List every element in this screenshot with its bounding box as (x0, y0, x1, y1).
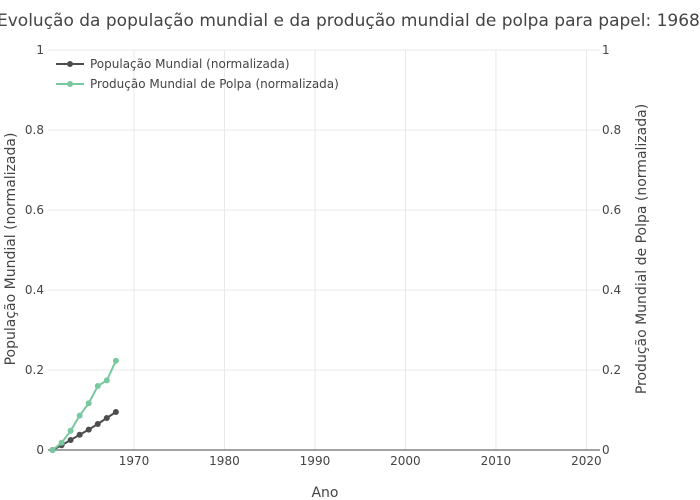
series-group (49, 357, 119, 453)
legend-swatch-marker (67, 81, 73, 87)
data-point (76, 412, 83, 419)
left-y-tick-label: 0 (36, 443, 44, 457)
data-point (112, 409, 119, 415)
data-point (94, 421, 101, 427)
left-y-axis-title: População Mundial (normalizada) (3, 133, 19, 366)
data-point (76, 431, 83, 438)
x-tick-label: 2020 (571, 454, 602, 468)
left-y-tick-label: 0.8 (25, 123, 44, 137)
right-y-tick-label: 0.2 (602, 363, 621, 377)
right-y-tick-label: 1 (602, 43, 610, 57)
data-point (85, 400, 92, 407)
x-tick-label: 1970 (119, 454, 150, 468)
series-line (51, 360, 117, 451)
x-axis-title: Ano (311, 485, 338, 500)
x-tick-label: 1990 (300, 454, 331, 468)
x-tick-label: 1980 (209, 454, 240, 468)
legend-item[interactable]: População Mundial (normalizada) (56, 57, 290, 71)
right-y-tick-label: 0.8 (602, 123, 621, 137)
data-point (112, 357, 119, 364)
right-y-tick-label: 0.6 (602, 203, 621, 217)
left-y-tick-label: 0.2 (25, 363, 44, 377)
data-point (58, 439, 65, 446)
data-point (67, 437, 74, 443)
series-layer (49, 357, 119, 453)
x-tick-labels: 1970 1980 1990 2000 2010 2020 (119, 454, 602, 468)
data-point (103, 377, 110, 384)
data-point (103, 415, 110, 421)
right-y-tick-label: 0 (602, 443, 610, 457)
left-y-tick-label: 0.6 (25, 203, 44, 217)
data-point (67, 427, 74, 434)
series-group (49, 409, 119, 453)
data-point (94, 383, 101, 389)
right-y-tick-labels: 0 0.2 0.4 0.6 0.8 1 (602, 43, 621, 457)
left-y-tick-label: 0.4 (25, 283, 44, 297)
legend-swatch-marker (67, 61, 73, 67)
x-tick-label: 2010 (481, 454, 512, 468)
x-tick-label: 2000 (390, 454, 421, 468)
legend-label: População Mundial (normalizada) (90, 57, 290, 71)
legend-item[interactable]: Produção Mundial de Polpa (normalizada) (56, 77, 339, 91)
legend-label: Produção Mundial de Polpa (normalizada) (90, 77, 339, 91)
left-y-tick-label: 1 (36, 43, 44, 57)
data-point (85, 426, 92, 433)
legend[interactable]: População Mundial (normalizada) Produção … (56, 57, 339, 91)
right-y-axis-title: Produção Mundial de Polpa (normalizada) (634, 104, 650, 394)
grid-layer (48, 49, 600, 450)
right-y-tick-label: 0.4 (602, 283, 621, 297)
chart-title: Evolução da população mundial e da produ… (0, 11, 700, 31)
left-y-tick-labels: 0 0.2 0.4 0.6 0.8 1 (25, 43, 44, 457)
data-point (49, 447, 56, 453)
